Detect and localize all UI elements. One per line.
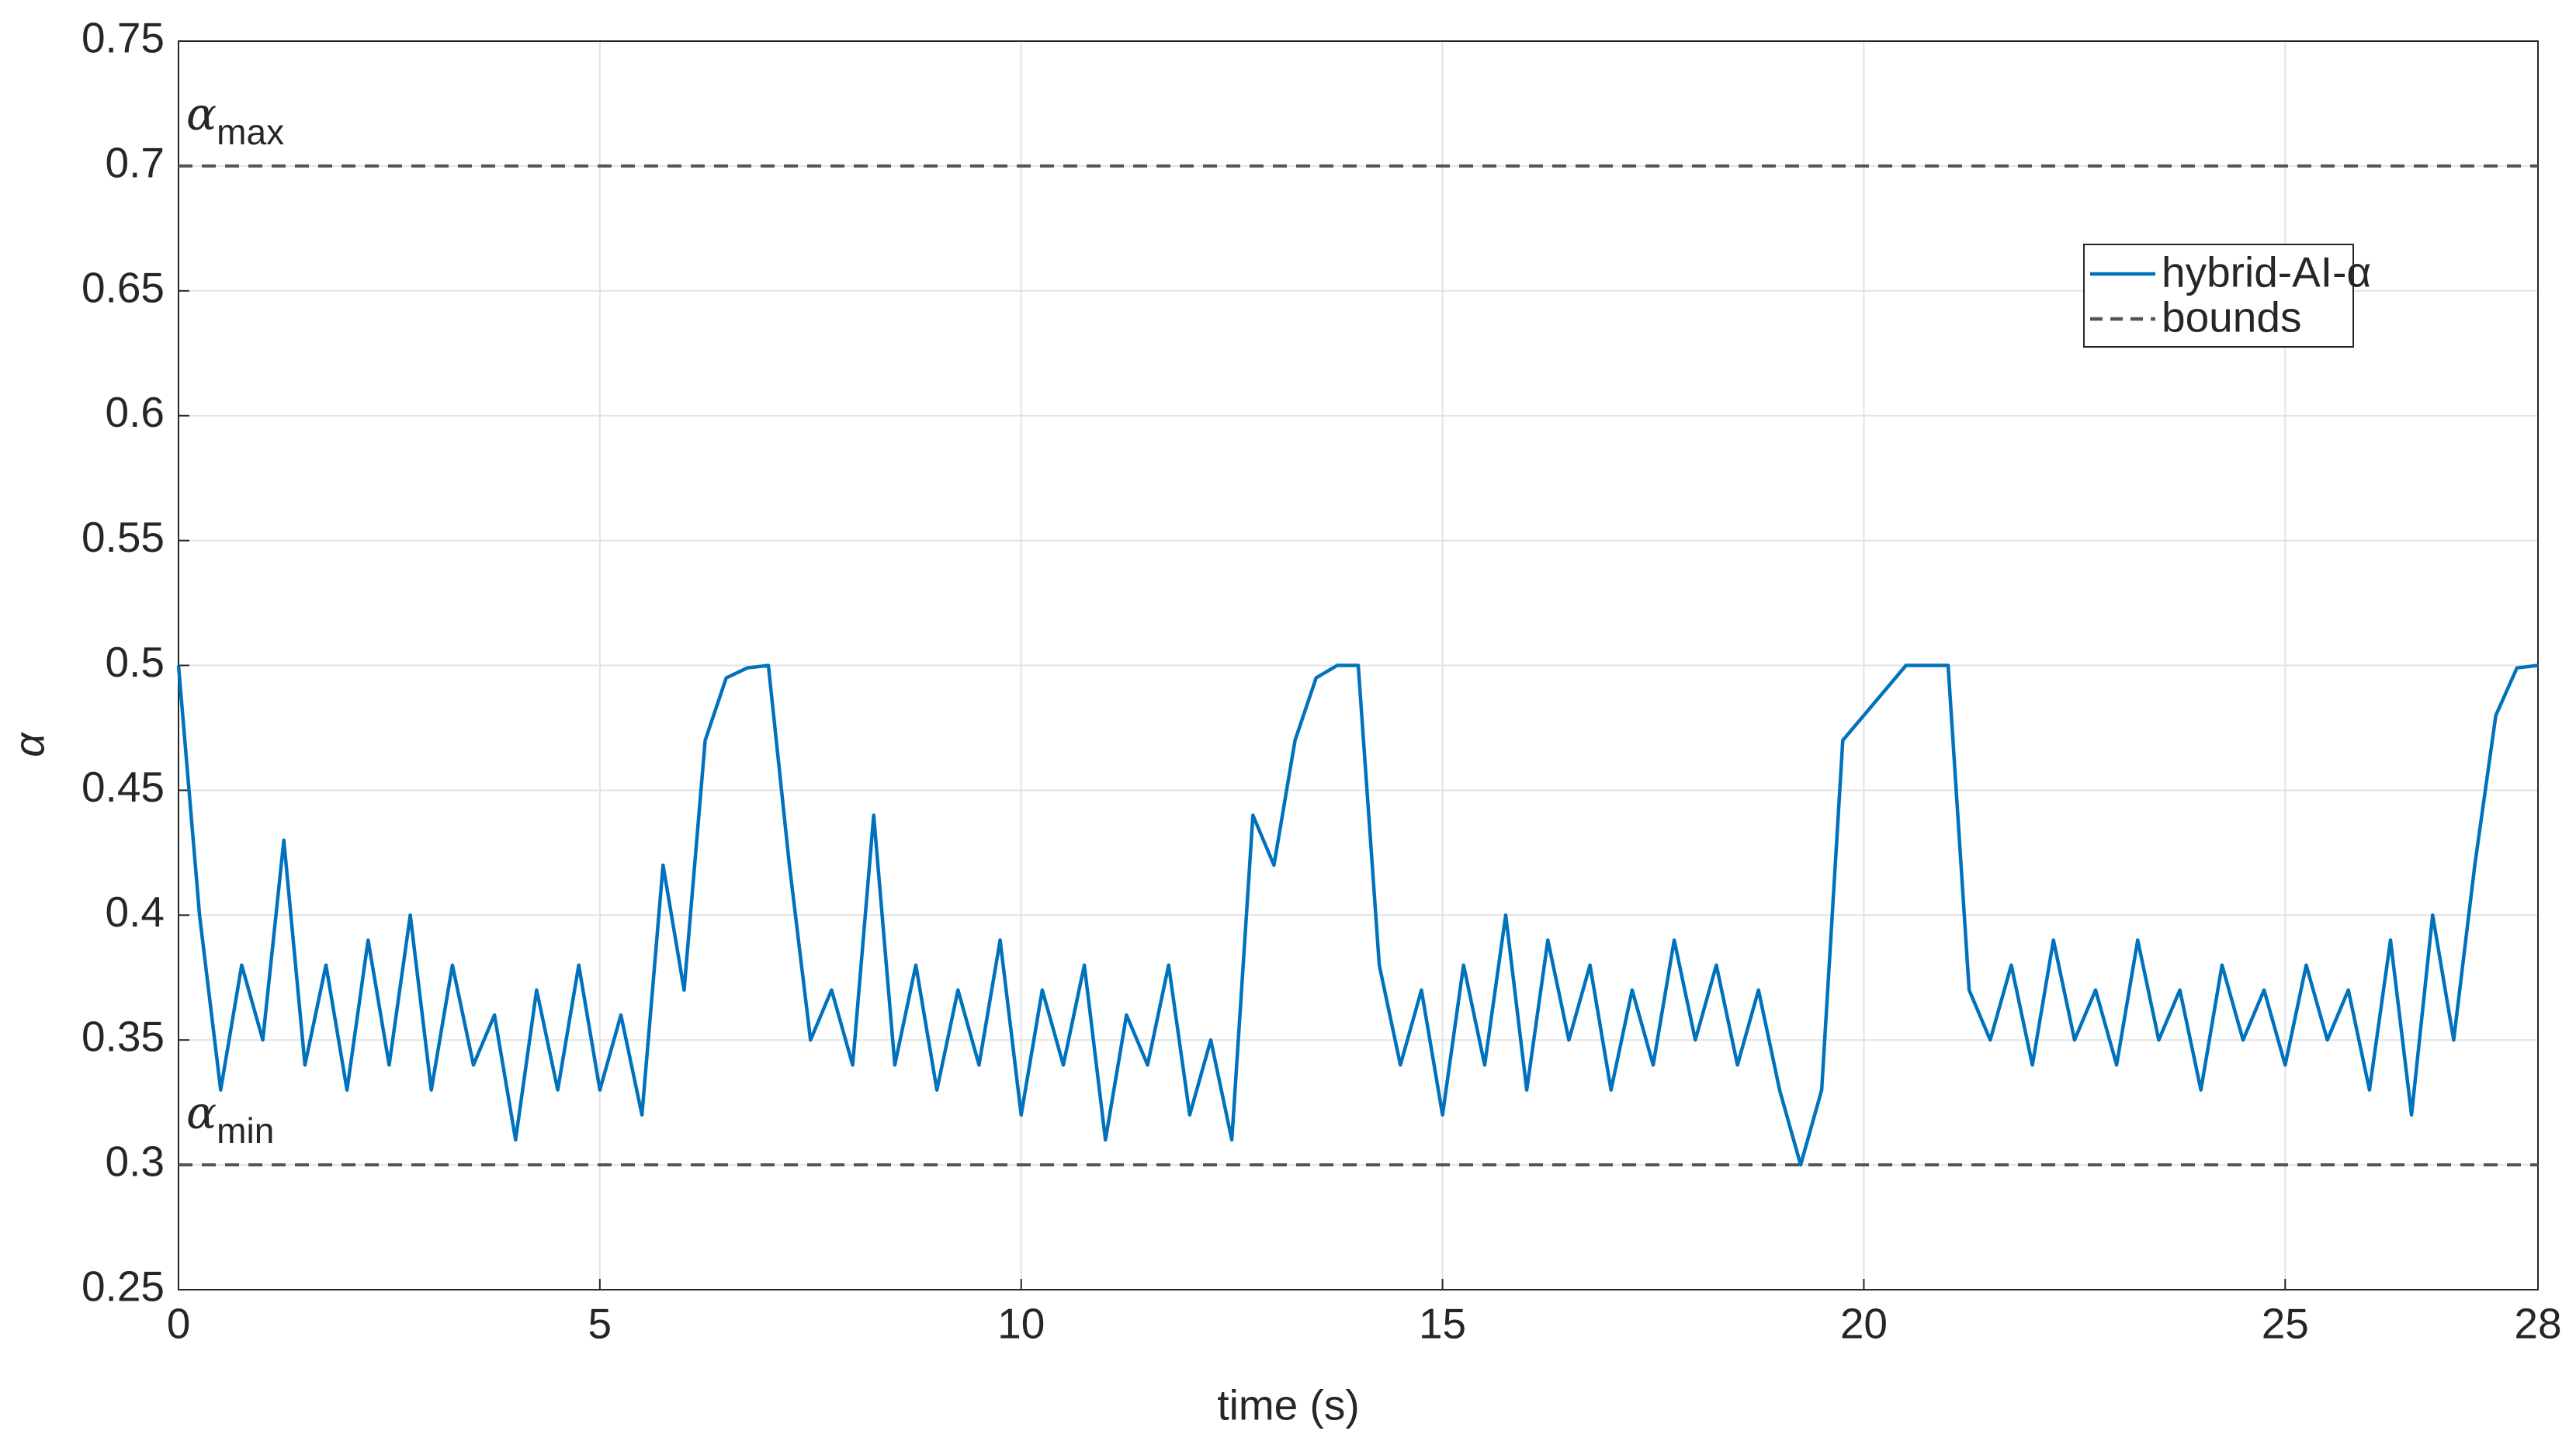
y-tick-label: 0.35 [81,1013,165,1061]
y-tick-label: 0.45 [81,763,165,811]
y-tick-label: 0.5 [106,638,165,686]
y-tick-label: 0.3 [106,1138,165,1186]
x-tick-label: 15 [1419,1300,1466,1348]
annotation-subscript: min [217,1110,274,1151]
annotation-symbol: α [186,88,217,140]
x-tick-label: 25 [2262,1300,2309,1348]
x-tick-label: 20 [1840,1300,1888,1348]
y-tick-label: 0.55 [81,513,165,561]
x-tick-label: 10 [997,1300,1045,1348]
bound-annotation: αmax [186,88,284,152]
y-tick-label: 0.4 [106,888,165,936]
legend-label: hybrid-AI-α [2162,248,2371,296]
y-tick-label: 0.6 [106,388,165,436]
x-axis-label: time (s) [1217,1381,1359,1429]
legend-box [2083,244,2354,348]
bound-annotation: αmin [186,1086,274,1151]
x-tick-label: 28 [2514,1300,2561,1348]
y-tick-label: 0.7 [106,138,165,186]
annotation-subscript: max [217,112,284,152]
annotation-symbol: α [186,1086,217,1139]
x-tick-label: 5 [588,1300,612,1348]
y-tick-label: 0.75 [81,14,165,62]
x-tick-label: 0 [167,1300,191,1348]
data-line [176,663,2539,1167]
y-tick-label: 0.65 [81,263,165,311]
y-axis-label: α [5,732,54,757]
legend-label: bounds [2162,293,2301,341]
y-tick-label: 0.25 [81,1263,165,1311]
